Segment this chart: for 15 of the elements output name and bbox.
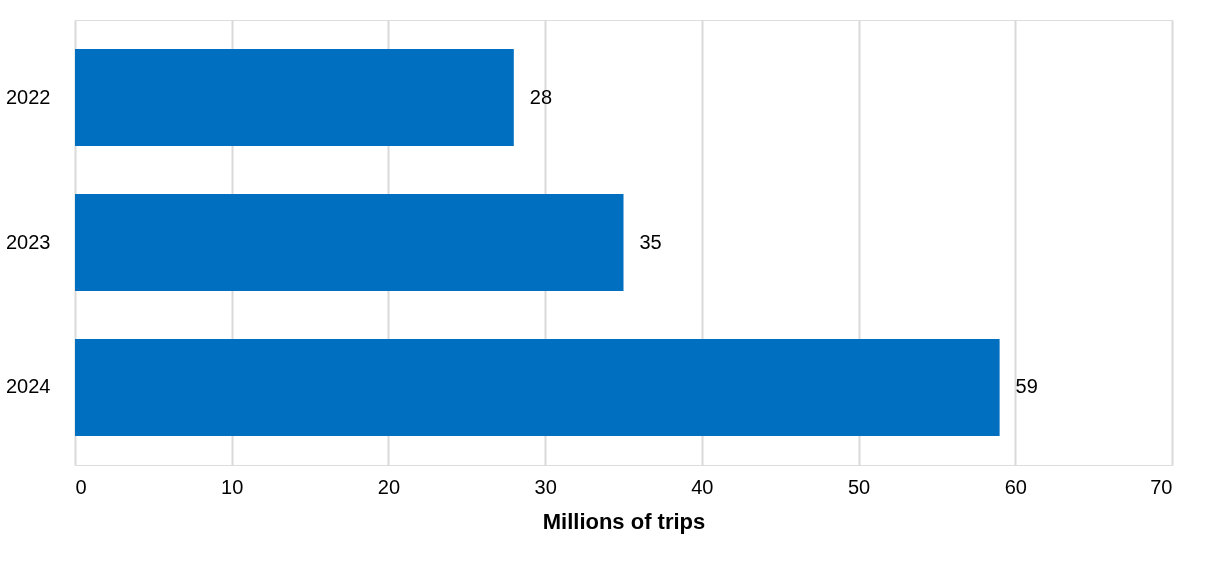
y-tick-label: 2023 bbox=[6, 230, 51, 253]
x-tick-label: 10 bbox=[221, 475, 244, 498]
data-label: 28 bbox=[529, 85, 553, 108]
x-tick-label: 70 bbox=[1150, 475, 1173, 498]
x-tick-label: 60 bbox=[1004, 475, 1027, 498]
x-tick-label: 40 bbox=[691, 475, 714, 498]
x-tick-label: 30 bbox=[534, 475, 557, 498]
data-label: 35 bbox=[639, 230, 662, 253]
x-tick-label: 0 bbox=[75, 475, 87, 498]
y-tick-label: 2022 bbox=[6, 85, 51, 108]
x-tick-label: 50 bbox=[847, 475, 871, 498]
data-label: 59 bbox=[1015, 375, 1038, 398]
x-axis-title: Millions of trips bbox=[542, 508, 706, 534]
y-tick-label: 2024 bbox=[6, 375, 51, 398]
x-tick-label: 20 bbox=[377, 475, 401, 498]
